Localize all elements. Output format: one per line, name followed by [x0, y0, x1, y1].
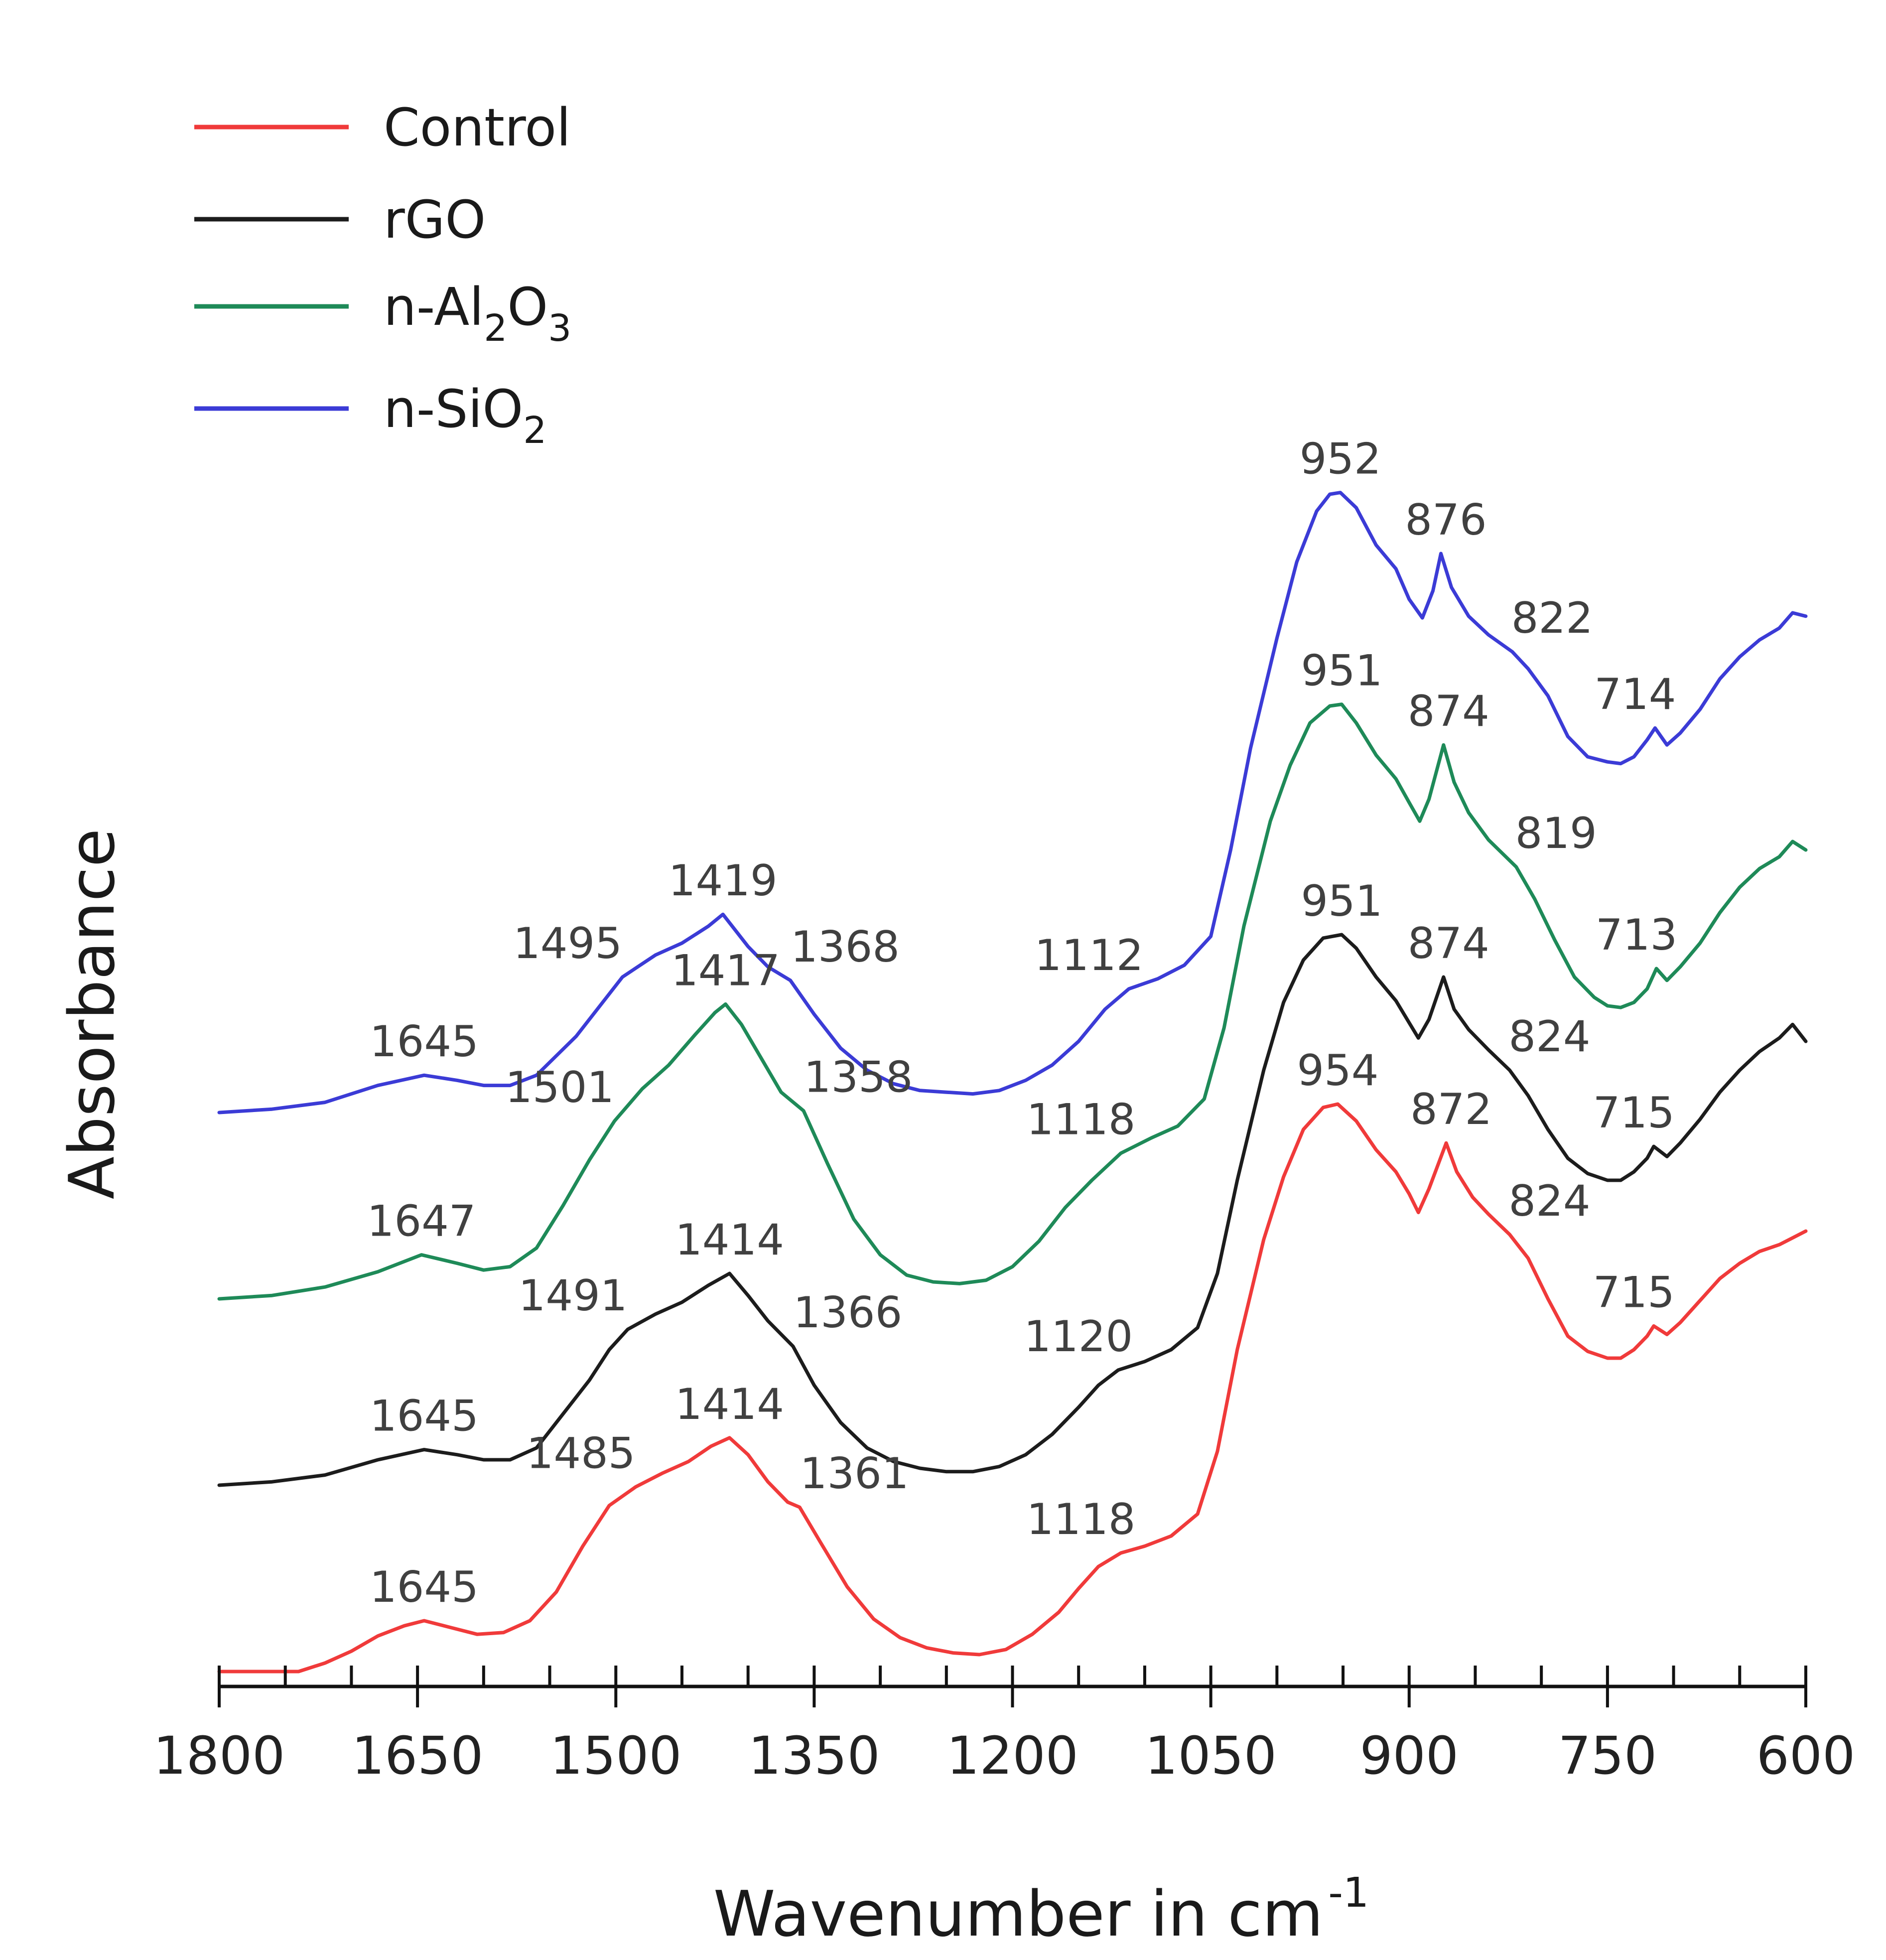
legend-label-sio2: n-SiO2 — [384, 379, 546, 452]
peak-label: 714 — [1594, 670, 1676, 719]
legend-label-al2o3: n-Al2O3 — [384, 277, 571, 350]
legend-label-al2o3-mid: O — [507, 277, 548, 337]
series-line-control — [217, 1102, 1808, 1674]
legend-label-control: Control — [384, 97, 571, 158]
peak-label: 1417 — [671, 946, 780, 995]
legend-label-al2o3-sub2: 3 — [548, 307, 571, 350]
x-tick-label: 750 — [1558, 1725, 1657, 1786]
peak-label: 952 — [1300, 434, 1381, 484]
peak-label: 1358 — [804, 1053, 913, 1103]
x-axis-title-superscript: -1 — [1328, 1869, 1369, 1917]
x-tick-label: 600 — [1756, 1725, 1856, 1786]
peak-label: 951 — [1301, 646, 1382, 696]
series-line-n-al2o3 — [217, 702, 1808, 1301]
peak-label: 1414 — [675, 1380, 784, 1429]
peak-label: 1120 — [1024, 1312, 1133, 1362]
x-tick-label: 1350 — [748, 1725, 880, 1786]
peak-label: 1361 — [800, 1449, 909, 1499]
peak-label: 1368 — [791, 922, 900, 972]
peak-label: 954 — [1297, 1046, 1378, 1096]
series-layer — [217, 491, 1808, 1674]
legend-label-sio2-main: n-SiO — [384, 379, 523, 439]
series-line-rgo — [217, 933, 1808, 1487]
peak-label: 1645 — [370, 1562, 479, 1612]
x-tick-label: 1650 — [352, 1725, 484, 1786]
peak-label: 872 — [1410, 1085, 1492, 1134]
legend-label-sio2-sub: 2 — [523, 409, 546, 452]
x-tick-label: 1500 — [550, 1725, 682, 1786]
x-tick-label: 1050 — [1145, 1725, 1277, 1786]
x-axis-title-text: Wavenumber in cm — [713, 1877, 1324, 1951]
peak-label: 1645 — [370, 1017, 479, 1067]
legend-label-al2o3-sub1: 2 — [484, 307, 507, 350]
peak-label: 715 — [1593, 1267, 1675, 1317]
legend-label-al2o3-main: n-Al — [384, 277, 484, 337]
peak-label: 713 — [1596, 910, 1677, 960]
peak-label: 1414 — [675, 1215, 784, 1265]
peak-label: 1491 — [519, 1271, 628, 1321]
peak-label: 1419 — [669, 856, 778, 906]
x-tick-label: 1200 — [946, 1725, 1078, 1786]
peak-label: 1118 — [1027, 1095, 1136, 1145]
peak-label: 951 — [1301, 876, 1382, 926]
peak-label: 715 — [1593, 1088, 1675, 1138]
peak-label: 876 — [1405, 495, 1486, 545]
peak-label: 824 — [1508, 1012, 1590, 1062]
peak-label: 1645 — [370, 1392, 479, 1441]
legend: Control rGO n-Al2O3 n-SiO2 — [194, 97, 571, 452]
x-axis-title: Wavenumber in cm -1 — [713, 1869, 1369, 1951]
peak-label: 1501 — [505, 1063, 614, 1113]
peak-label: 1112 — [1035, 931, 1144, 980]
peak-label: 874 — [1408, 687, 1489, 736]
peak-label: 1118 — [1027, 1495, 1136, 1544]
y-axis-title: Absorbance — [55, 829, 129, 1200]
peak-label: 1485 — [527, 1428, 636, 1478]
x-axis: 1800 1650 1500 1350 1200 1050 900 750 600 — [153, 1666, 1856, 1786]
legend-label-rgo: rGO — [384, 189, 486, 250]
peak-label: 1366 — [793, 1288, 902, 1338]
series-line-n-sio2 — [217, 491, 1808, 1115]
peak-label: 819 — [1515, 809, 1597, 858]
peak-label: 1495 — [513, 919, 622, 969]
peak-label: 874 — [1408, 919, 1489, 969]
x-tick-label: 1800 — [153, 1725, 285, 1786]
peak-label: 1647 — [367, 1197, 476, 1247]
peak-label: 824 — [1508, 1176, 1590, 1226]
x-tick-label: 900 — [1359, 1725, 1459, 1786]
peak-label: 822 — [1511, 593, 1593, 643]
